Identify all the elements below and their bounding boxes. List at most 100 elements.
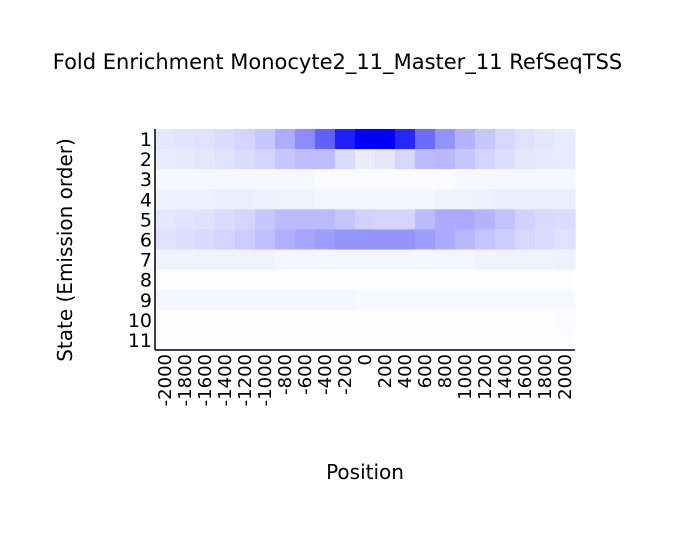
heatmap-cell (275, 209, 296, 231)
heatmap-cell (395, 309, 416, 331)
heatmap-cell (155, 229, 176, 251)
heatmap-cell (335, 229, 356, 251)
heatmap-cell (255, 149, 276, 170)
heatmap-cell (395, 229, 416, 251)
x-tick-label: 200 (375, 354, 396, 388)
heatmap-cell (195, 329, 216, 351)
heatmap-cell (375, 129, 396, 150)
heatmap-cell (455, 329, 476, 351)
heatmap-cell (435, 309, 456, 331)
heatmap-cell (435, 269, 456, 291)
heatmap-cell (355, 309, 376, 331)
heatmap-cell (315, 209, 336, 231)
heatmap-cell (315, 129, 336, 150)
heatmap-cell (455, 309, 476, 331)
heatmap-cell (415, 169, 436, 190)
heatmap-cell (235, 169, 256, 190)
heatmap-cell (275, 269, 296, 291)
heatmap-cell (255, 309, 276, 331)
heatmap-cell (495, 169, 516, 190)
heatmap-cell (475, 329, 496, 351)
heatmap-cell (515, 149, 536, 170)
heatmap-cell (335, 149, 356, 170)
heatmap-cell (335, 189, 356, 210)
heatmap-cell (535, 189, 556, 210)
heatmap-cell (275, 329, 296, 351)
heatmap-cell (315, 329, 336, 351)
heatmap-cell (555, 249, 576, 271)
heatmap-cell (375, 189, 396, 210)
heatmap-cell (495, 249, 516, 271)
heatmap-cells (155, 129, 576, 351)
heatmap-cell (315, 269, 336, 291)
heatmap-cell (335, 249, 356, 271)
heatmap-cell (535, 149, 556, 170)
heatmap-cell (275, 249, 296, 271)
y-tick-label: 6 (140, 230, 152, 252)
heatmap-cell (515, 209, 536, 231)
heatmap-cell (395, 209, 416, 231)
heatmap-cell (415, 289, 436, 311)
heatmap-cell (555, 149, 576, 170)
heatmap-cell (455, 229, 476, 251)
heatmap-cell (255, 129, 276, 150)
heatmap-cell (255, 249, 276, 271)
x-tick-label: -400 (315, 354, 336, 395)
x-tick-label: 400 (395, 354, 416, 388)
heatmap-cell (275, 189, 296, 210)
x-tick-label: 1800 (535, 354, 556, 400)
x-axis-label: Position (326, 460, 404, 484)
heatmap-cell (355, 329, 376, 351)
heatmap-cell (555, 269, 576, 291)
y-tick-label: 3 (140, 169, 152, 191)
heatmap-cell (515, 129, 536, 150)
heatmap-cell (195, 229, 216, 251)
heatmap-cell (335, 169, 356, 190)
heatmap-cell (375, 309, 396, 331)
heatmap-cell (515, 289, 536, 311)
heatmap-cell (555, 309, 576, 331)
heatmap-cell (415, 229, 436, 251)
y-tick-label: 11 (128, 330, 152, 352)
heatmap-cell (495, 309, 516, 331)
heatmap-cell (255, 289, 276, 311)
heatmap-cell (175, 129, 196, 150)
heatmap-cell (435, 129, 456, 150)
heatmap-cell (415, 309, 436, 331)
heatmap-cell (315, 169, 336, 190)
heatmap-cell (295, 329, 316, 351)
heatmap-cell (355, 129, 376, 150)
heatmap-cell (555, 129, 576, 150)
heatmap-cell (555, 289, 576, 311)
heatmap-cell (395, 249, 416, 271)
heatmap-cell (455, 169, 476, 190)
heatmap-cell (175, 229, 196, 251)
heatmap-cell (175, 189, 196, 210)
heatmap-cell (375, 269, 396, 291)
heatmap-cell (215, 209, 236, 231)
heatmap-cell (275, 309, 296, 331)
x-tick-label: -1200 (235, 354, 256, 406)
heatmap-cell (435, 149, 456, 170)
x-tick-label: 1400 (495, 354, 516, 400)
x-tick-label: -800 (275, 354, 296, 395)
heatmap-cell (255, 169, 276, 190)
heatmap-cell (395, 269, 416, 291)
x-tick-label: 0 (355, 354, 376, 365)
heatmap-cell (155, 149, 176, 170)
heatmap-cell (155, 289, 176, 311)
heatmap-cell (455, 149, 476, 170)
y-tick-label: 4 (140, 189, 152, 211)
heatmap-cell (315, 229, 336, 251)
heatmap-cell (155, 269, 176, 291)
heatmap-cell (235, 129, 256, 150)
heatmap-cell (335, 269, 356, 291)
heatmap-cell (375, 289, 396, 311)
heatmap-cell (535, 289, 556, 311)
heatmap-cell (295, 169, 316, 190)
heatmap-cell (355, 209, 376, 231)
heatmap-cell (195, 149, 216, 170)
heatmap-cell (275, 229, 296, 251)
x-tick-labels: -2000 -1800 -1600 -1400 -1200 -1000 -800 -600 -4… (155, 354, 576, 406)
x-tick-label: 1600 (515, 354, 536, 400)
